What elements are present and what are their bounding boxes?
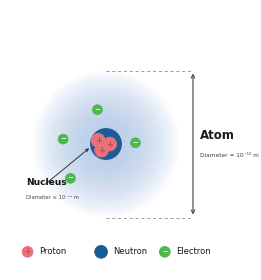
Circle shape — [103, 137, 116, 151]
Circle shape — [66, 173, 75, 183]
Circle shape — [90, 128, 122, 160]
Text: Structure of the Atom: Structure of the Atom — [40, 11, 221, 26]
Text: −: − — [94, 107, 100, 113]
Text: −: − — [60, 136, 66, 142]
Text: −: − — [68, 175, 73, 181]
Text: Diameter ≈ 10⁻¹⁴ m: Diameter ≈ 10⁻¹⁴ m — [26, 195, 79, 200]
Text: +: + — [106, 139, 113, 148]
Circle shape — [22, 246, 33, 257]
Circle shape — [91, 134, 105, 147]
Circle shape — [95, 246, 108, 258]
Text: Electron: Electron — [176, 247, 211, 256]
Text: +: + — [25, 247, 31, 256]
Text: +: + — [95, 136, 102, 145]
Text: −: − — [162, 249, 168, 255]
Circle shape — [95, 143, 109, 157]
Text: Neutron: Neutron — [114, 247, 148, 256]
Text: −: − — [133, 140, 138, 146]
Text: Nucleus: Nucleus — [26, 178, 67, 187]
Text: Diameter ≈ 10⁻¹⁰ m: Diameter ≈ 10⁻¹⁰ m — [200, 153, 259, 158]
Circle shape — [58, 134, 68, 144]
Circle shape — [159, 246, 170, 257]
Circle shape — [130, 138, 140, 148]
Text: Proton: Proton — [39, 247, 66, 256]
Circle shape — [93, 105, 102, 115]
Text: +: + — [98, 146, 105, 155]
Text: Atom: Atom — [200, 129, 235, 142]
